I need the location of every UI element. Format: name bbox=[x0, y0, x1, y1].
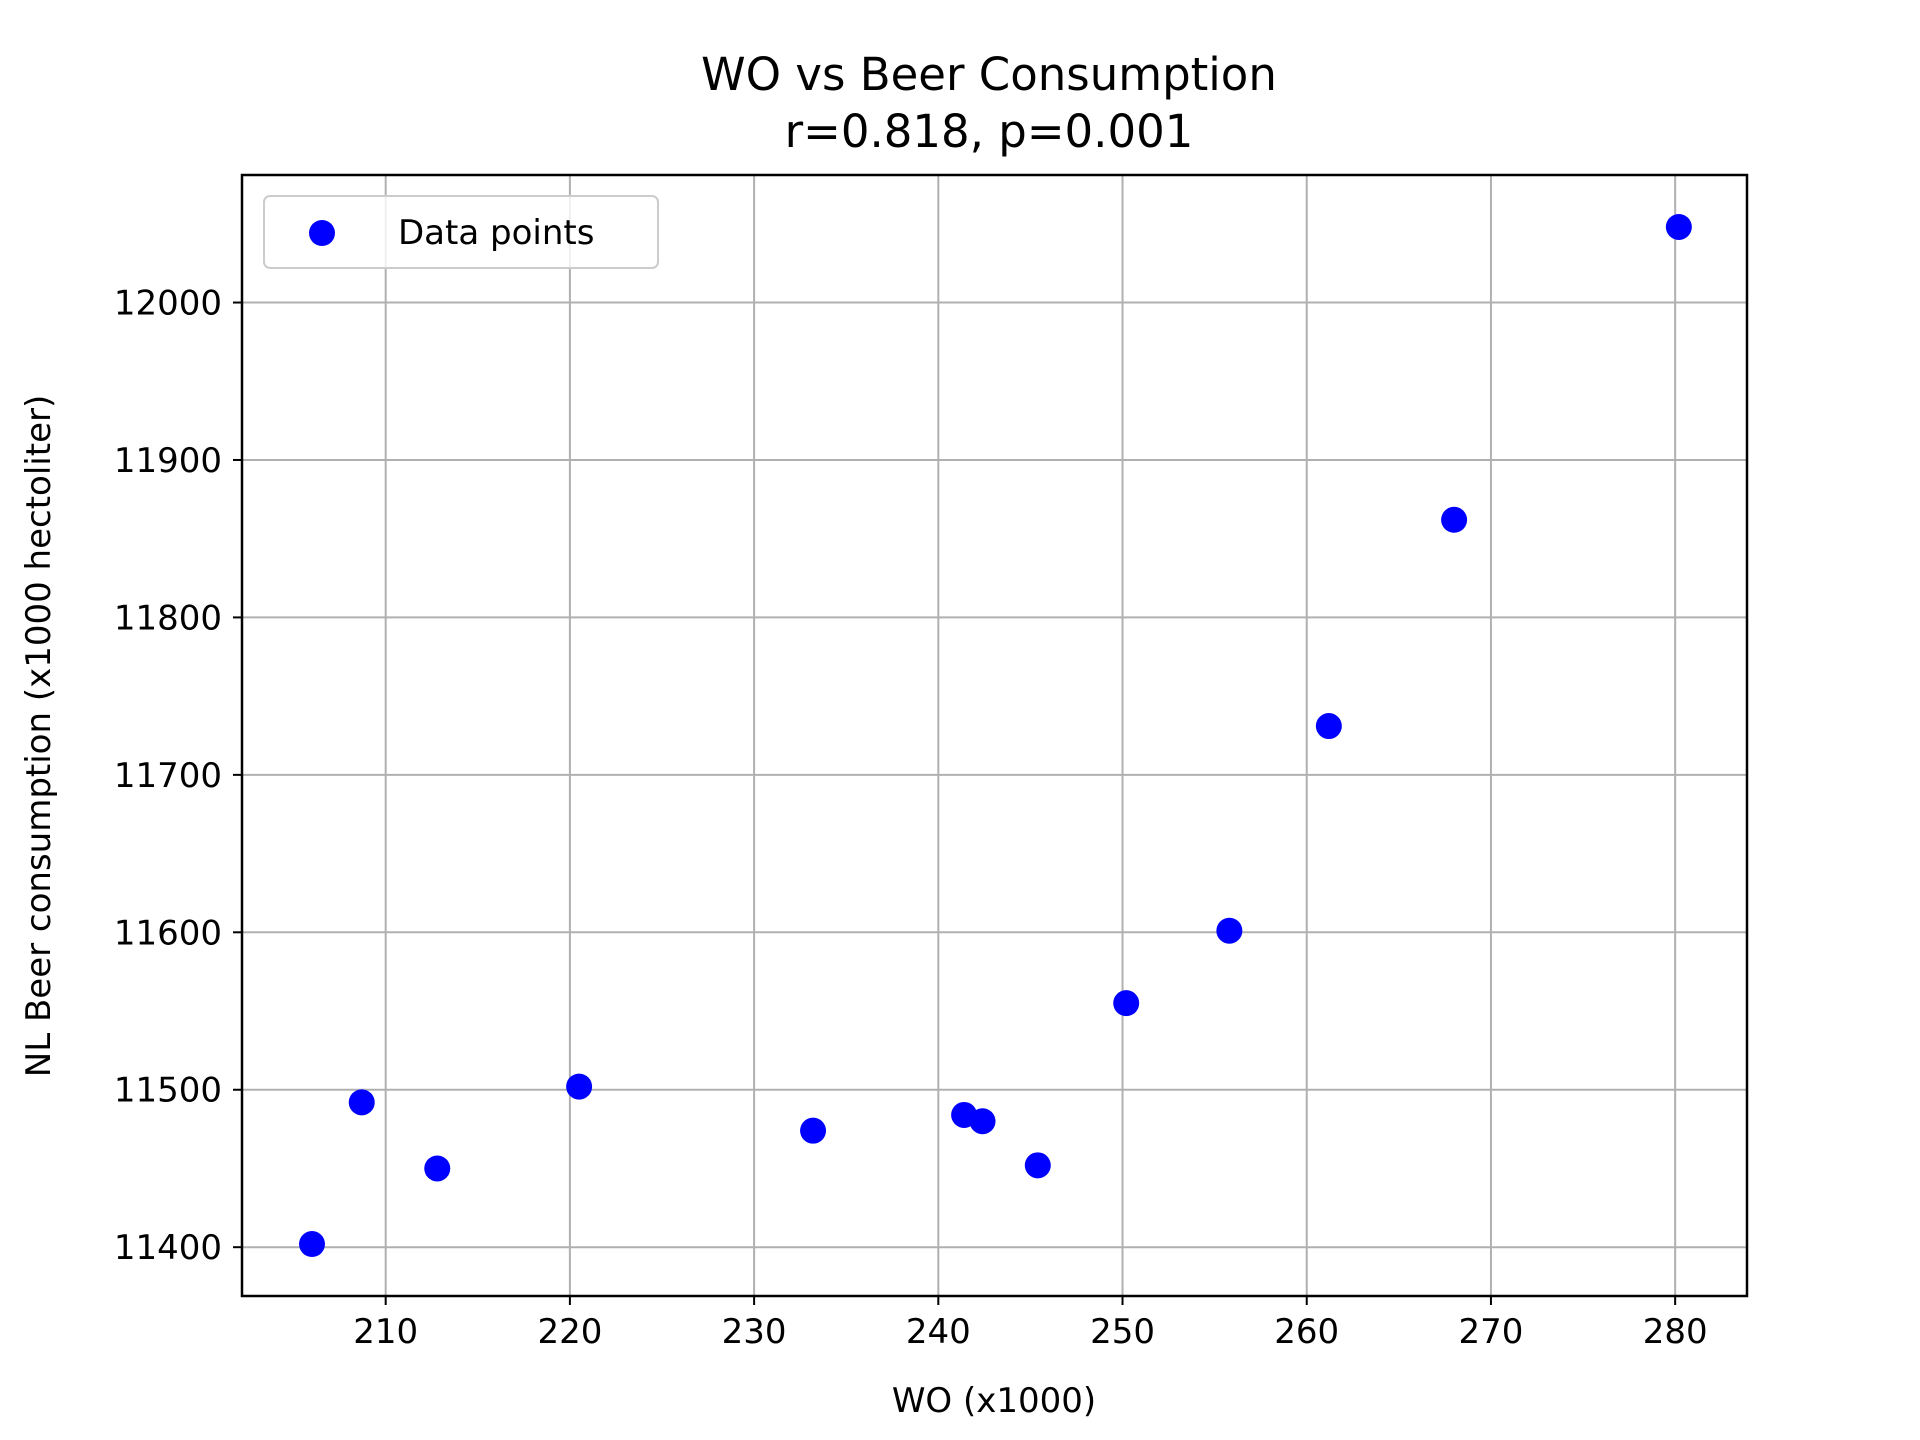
data-point bbox=[1441, 506, 1468, 533]
y-tick-label: 11700 bbox=[114, 756, 222, 796]
data-point bbox=[566, 1073, 593, 1100]
data-point bbox=[424, 1155, 451, 1182]
data-point bbox=[800, 1117, 827, 1144]
gridlines bbox=[242, 175, 1747, 1296]
y-tick-label: 12000 bbox=[114, 284, 222, 324]
chart-subtitle: r=0.818, p=0.001 bbox=[785, 105, 1194, 158]
x-tick-label: 270 bbox=[1458, 1312, 1523, 1352]
x-tick-label: 280 bbox=[1643, 1312, 1708, 1352]
y-tick-label: 11600 bbox=[114, 913, 222, 953]
legend-box bbox=[263, 195, 659, 269]
chart-title: WO vs Beer Consumption bbox=[701, 48, 1277, 101]
x-tick-label: 210 bbox=[353, 1312, 418, 1352]
y-tick-label: 11500 bbox=[114, 1071, 222, 1111]
data-point bbox=[969, 1108, 996, 1135]
plot-area-frame bbox=[240, 173, 1749, 1298]
data-point bbox=[1665, 213, 1692, 240]
data-point bbox=[299, 1231, 325, 1258]
axis-ticks: 210 220 230 240 250 260 270 280 11400 11500 11600 1… bbox=[114, 284, 1708, 1352]
legend: Data points bbox=[263, 195, 659, 269]
data-point bbox=[1216, 917, 1243, 944]
y-tick-label: 11900 bbox=[114, 441, 222, 481]
data-points bbox=[299, 213, 1692, 1258]
legend-label: Data points bbox=[398, 213, 594, 253]
data-point bbox=[1113, 990, 1140, 1017]
x-tick-label: 220 bbox=[537, 1312, 602, 1352]
x-tick-label: 250 bbox=[1090, 1312, 1155, 1352]
data-point bbox=[1315, 713, 1342, 740]
legend-marker bbox=[309, 220, 335, 246]
x-tick-label: 240 bbox=[906, 1312, 971, 1352]
data-point bbox=[348, 1089, 375, 1116]
data-point bbox=[1024, 1152, 1051, 1179]
y-tick-label: 11800 bbox=[114, 598, 222, 638]
y-axis-label: NL Beer consumption (x1000 hectoliter) bbox=[19, 395, 59, 1077]
y-tick-label: 11400 bbox=[114, 1228, 222, 1268]
x-tick-label: 260 bbox=[1274, 1312, 1339, 1352]
x-tick-label: 230 bbox=[722, 1312, 787, 1352]
x-axis-label: WO (x1000) bbox=[892, 1381, 1096, 1421]
